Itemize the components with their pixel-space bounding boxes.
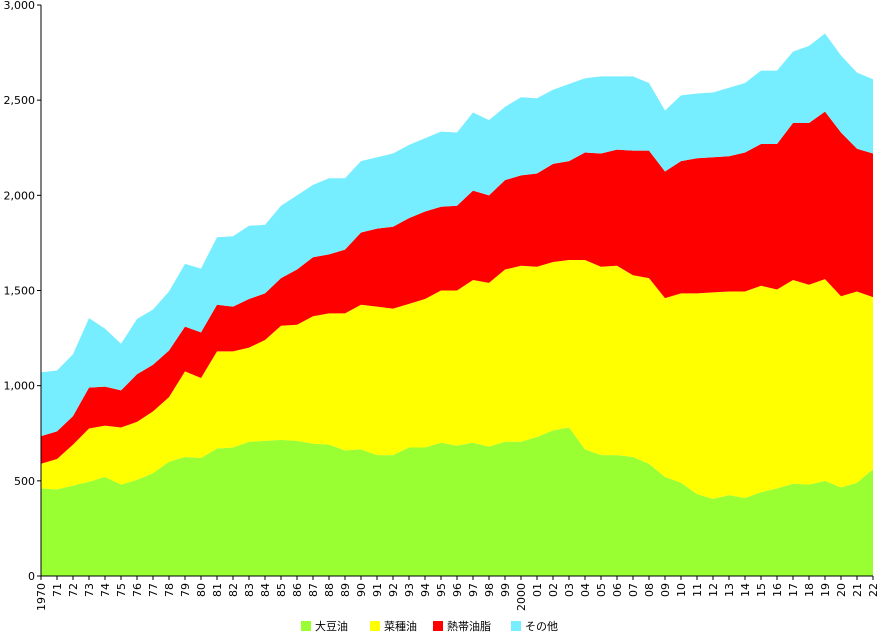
x-tick-label: 72 [67,583,80,597]
x-tick-label: 85 [275,583,288,597]
x-tick-label: 21 [851,583,864,597]
x-tick-label: 96 [451,583,464,597]
x-tick-label: 76 [131,583,144,597]
x-tick-label: 94 [419,583,432,597]
x-tick-label: 13 [723,583,736,597]
x-tick-label: 89 [339,583,352,597]
x-tick-label: 04 [579,583,592,597]
legend: 大豆油 菜種油 熱帯油脂 その他 [301,619,558,633]
x-tick-label: 01 [531,583,544,597]
x-tick-label: 95 [435,583,448,597]
x-tick-label: 73 [83,583,96,597]
x-tick-label: 99 [499,583,512,597]
areas-layer [41,33,873,576]
legend-label-1: 菜種油 [384,619,417,633]
x-tick-label: 17 [787,583,800,597]
y-tick-label: 2,500 [4,94,36,107]
x-tick-label: 84 [259,583,272,597]
x-tick-label: 90 [355,583,368,597]
x-tick-label: 74 [99,583,112,597]
y-tick-label: 2,000 [4,189,36,202]
x-tick-label: 97 [467,583,480,597]
x-tick-label: 77 [147,583,160,597]
x-tick-label: 11 [691,583,704,597]
area-series-3 [41,33,873,437]
legend-swatch-3 [511,621,521,631]
x-tick-label: 86 [291,583,304,597]
x-tick-label: 2000 [515,583,528,611]
area-series-1 [41,260,873,499]
x-tick-label: 06 [611,583,624,597]
x-tick-label: 81 [211,583,224,597]
y-tick-label: 500 [14,475,35,488]
area-series-0 [41,427,873,576]
x-tick-label: 88 [323,583,336,597]
x-tick-label: 05 [595,583,608,597]
x-tick-label: 87 [307,583,320,597]
x-tick-label: 16 [771,583,784,597]
x-ticks: 1970 71 72 73 74 75 76 77 78 79 80 81 82 83 84 85 86 87 88… [35,576,877,611]
x-tick-label: 09 [659,583,672,597]
x-tick-label: 15 [755,583,768,597]
x-tick-label: 10 [675,583,688,597]
x-tick-label: 12 [707,583,720,597]
x-tick-label: 79 [179,583,192,597]
x-tick-label: 1970 [35,583,48,611]
y-tick-label: 1,000 [4,380,36,393]
x-tick-label: 83 [243,583,256,597]
x-tick-label: 71 [51,583,64,597]
x-tick-label: 92 [387,583,400,597]
x-tick-label: 93 [403,583,416,597]
legend-swatch-2 [433,621,443,631]
y-tick-label: 0 [28,570,35,583]
x-tick-label: 07 [627,583,640,597]
area-series-2 [41,111,873,464]
y-ticks: 0 500 1,000 1,500 2,000 2,500 3,000 [4,0,41,583]
x-tick-label: 98 [483,583,496,597]
x-tick-label: 75 [115,583,128,597]
x-tick-label: 80 [195,583,208,597]
legend-swatch-0 [301,621,311,631]
x-tick-label: 03 [563,583,576,597]
y-tick-label: 3,000 [4,0,36,12]
x-tick-label: 82 [227,583,240,597]
x-tick-label: 02 [547,583,560,597]
x-tick-label: 78 [163,583,176,597]
x-tick-label: 22 [867,583,877,597]
x-tick-label: 18 [803,583,816,597]
legend-swatch-1 [370,621,380,631]
y-tick-label: 1,500 [4,285,36,298]
x-tick-label: 19 [819,583,832,597]
x-tick-label: 08 [643,583,656,597]
legend-label-0: 大豆油 [315,619,348,633]
legend-label-2: 熱帯油脂 [447,619,491,633]
x-tick-label: 20 [835,583,848,597]
x-tick-label: 91 [371,583,384,597]
legend-label-3: その他 [525,620,558,633]
x-tick-label: 14 [739,583,752,597]
